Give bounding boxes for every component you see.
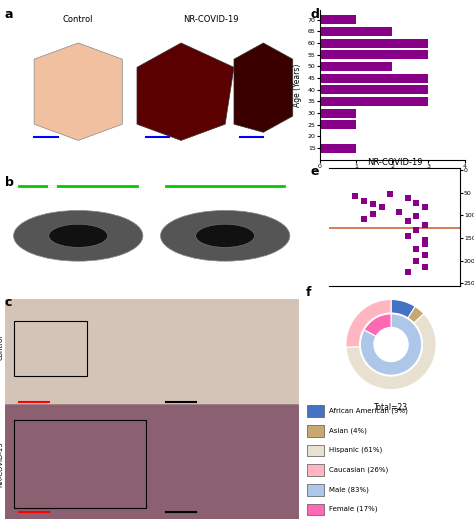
Text: a: a	[5, 8, 13, 21]
Wedge shape	[346, 314, 436, 389]
Text: Total=23: Total=23	[374, 403, 408, 412]
Wedge shape	[408, 307, 424, 323]
Point	[412, 199, 420, 207]
Point	[412, 212, 420, 221]
Bar	[307, 406, 324, 417]
Bar	[320, 97, 428, 106]
Text: Hispanic (61%): Hispanic (61%)	[329, 447, 382, 453]
Bar	[307, 464, 324, 476]
Bar	[307, 504, 324, 516]
Text: African American (9%): African American (9%)	[329, 408, 408, 414]
Bar	[320, 27, 392, 36]
Point	[412, 226, 420, 234]
Circle shape	[45, 184, 53, 188]
Point	[360, 215, 368, 223]
Point	[421, 263, 429, 271]
Text: Female (17%): Female (17%)	[329, 506, 377, 512]
Circle shape	[161, 211, 290, 261]
Text: Caucasian (26%): Caucasian (26%)	[329, 466, 388, 473]
Bar	[307, 484, 324, 496]
Point	[421, 203, 429, 211]
Bar	[320, 144, 356, 152]
Bar	[320, 15, 356, 24]
Text: c: c	[5, 296, 12, 309]
Circle shape	[49, 224, 108, 247]
Point	[369, 200, 377, 208]
Wedge shape	[391, 300, 415, 318]
FancyBboxPatch shape	[0, 405, 304, 523]
Bar	[14, 420, 146, 508]
Text: Asian (4%): Asian (4%)	[329, 427, 367, 433]
Point	[352, 192, 359, 201]
Polygon shape	[234, 43, 293, 132]
Point	[386, 189, 394, 198]
Point	[421, 251, 429, 259]
Text: TXC-8: TXC-8	[175, 189, 201, 198]
Point	[421, 239, 429, 248]
Point	[395, 208, 403, 216]
Text: Control: Control	[63, 15, 93, 24]
Polygon shape	[137, 43, 234, 140]
X-axis label: Number of patients: Number of patients	[355, 174, 429, 183]
Bar	[320, 50, 428, 59]
Bar	[14, 321, 87, 376]
Text: f: f	[306, 286, 311, 299]
Circle shape	[196, 224, 255, 247]
Text: NR-COVID-19: NR-COVID-19	[0, 441, 3, 487]
Bar	[320, 62, 392, 71]
Text: d: d	[310, 8, 319, 21]
FancyBboxPatch shape	[0, 297, 304, 413]
Point	[404, 232, 411, 240]
Wedge shape	[364, 314, 391, 336]
Bar	[320, 121, 356, 129]
Text: Male (83%): Male (83%)	[329, 486, 369, 493]
Bar	[320, 74, 428, 83]
Title: NR-COVID-19: NR-COVID-19	[367, 158, 422, 167]
Point	[378, 203, 385, 211]
Point	[412, 245, 420, 254]
Point	[404, 216, 411, 225]
Point	[421, 221, 429, 230]
Bar	[320, 85, 428, 94]
Text: Control: Control	[0, 334, 3, 359]
Wedge shape	[346, 300, 391, 347]
Text: e: e	[310, 165, 319, 178]
Bar	[320, 39, 428, 48]
Point	[360, 196, 368, 205]
Circle shape	[14, 211, 143, 261]
Polygon shape	[34, 43, 122, 140]
Point	[404, 268, 411, 276]
Wedge shape	[360, 314, 422, 375]
Y-axis label: Age (Years): Age (Years)	[293, 63, 302, 107]
Bar	[307, 425, 324, 437]
Point	[421, 236, 429, 244]
Bar	[307, 445, 324, 456]
Text: b: b	[5, 176, 14, 189]
Point	[412, 256, 420, 265]
Point	[369, 210, 377, 219]
Text: NR-COVID-19: NR-COVID-19	[182, 15, 238, 24]
Point	[404, 194, 411, 202]
Text: TXC-7: TXC-7	[28, 189, 54, 198]
Bar	[320, 108, 356, 117]
